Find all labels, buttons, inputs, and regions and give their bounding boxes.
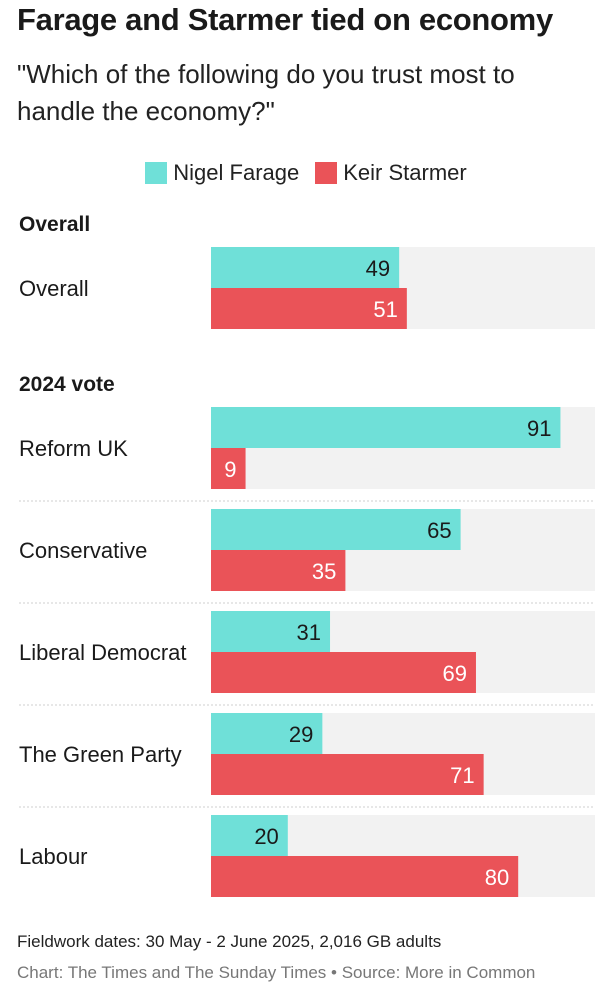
chart-subtitle: "Which of the following do you trust mos… (17, 59, 515, 126)
row-label-liberal-democrat: Liberal Democrat (19, 640, 187, 665)
bar-track-reform-uk-starmer (211, 448, 595, 489)
value-label-conservative-farage: 65 (427, 518, 451, 543)
bar-overall-farage (211, 247, 400, 288)
bar-labour-farage (211, 815, 288, 856)
value-label-liberal-democrat-farage: 31 (297, 620, 321, 645)
bar-chart: Overall Overall 49 51 2024 vote Reform UK 91 9 C… (19, 213, 595, 897)
value-label-reform-uk-starmer: 9 (224, 457, 236, 482)
bar-liberal-democrat-farage (211, 611, 331, 652)
bar-reform-uk-farage (211, 407, 561, 448)
value-label-reform-uk-farage: 91 (527, 416, 551, 441)
legend-item-starmer: Keir Starmer (315, 160, 467, 186)
row-label-labour: Labour (19, 844, 88, 869)
legend-swatch-starmer (315, 162, 338, 184)
bar-reform-uk-starmer (211, 448, 246, 489)
value-label-conservative-starmer: 35 (312, 559, 336, 584)
legend-label-starmer: Keir Starmer (343, 160, 467, 185)
chart-credit: Chart: The Times and The Sunday Times • … (17, 963, 536, 982)
legend-swatch-farage (145, 162, 168, 184)
chart-title: Farage and Starmer tied on economy (17, 2, 553, 37)
bar-conservative-starmer (211, 550, 346, 591)
value-label-overall-farage: 49 (366, 256, 390, 281)
bar-conservative-farage (211, 509, 461, 550)
legend: Nigel Farage Keir Starmer (0, 160, 612, 186)
value-label-overall-starmer: 51 (373, 297, 397, 322)
bar-the-green-party-farage (211, 713, 323, 754)
legend-item-farage: Nigel Farage (145, 160, 299, 186)
bar-overall-starmer (211, 288, 407, 329)
bar-liberal-democrat-starmer (211, 652, 476, 693)
bar-labour-starmer (211, 856, 519, 897)
value-label-the-green-party-farage: 29 (289, 722, 313, 747)
value-label-liberal-democrat-starmer: 69 (442, 661, 466, 686)
row-label-conservative: Conservative (19, 538, 147, 563)
legend-label-farage: Nigel Farage (173, 160, 300, 185)
row-label-overall: Overall (19, 276, 89, 301)
group-heading-overall: Overall (19, 213, 90, 236)
group-heading-2024-vote: 2024 vote (19, 373, 115, 396)
row-label-reform-uk: Reform UK (19, 436, 128, 461)
value-label-labour-starmer: 80 (485, 865, 509, 890)
fieldwork-note: Fieldwork dates: 30 May - 2 June 2025, 2… (17, 932, 442, 951)
bar-the-green-party-starmer (211, 754, 484, 795)
row-label-the-green-party: The Green Party (19, 742, 182, 767)
value-label-the-green-party-starmer: 71 (450, 763, 474, 788)
value-label-labour-farage: 20 (254, 824, 278, 849)
